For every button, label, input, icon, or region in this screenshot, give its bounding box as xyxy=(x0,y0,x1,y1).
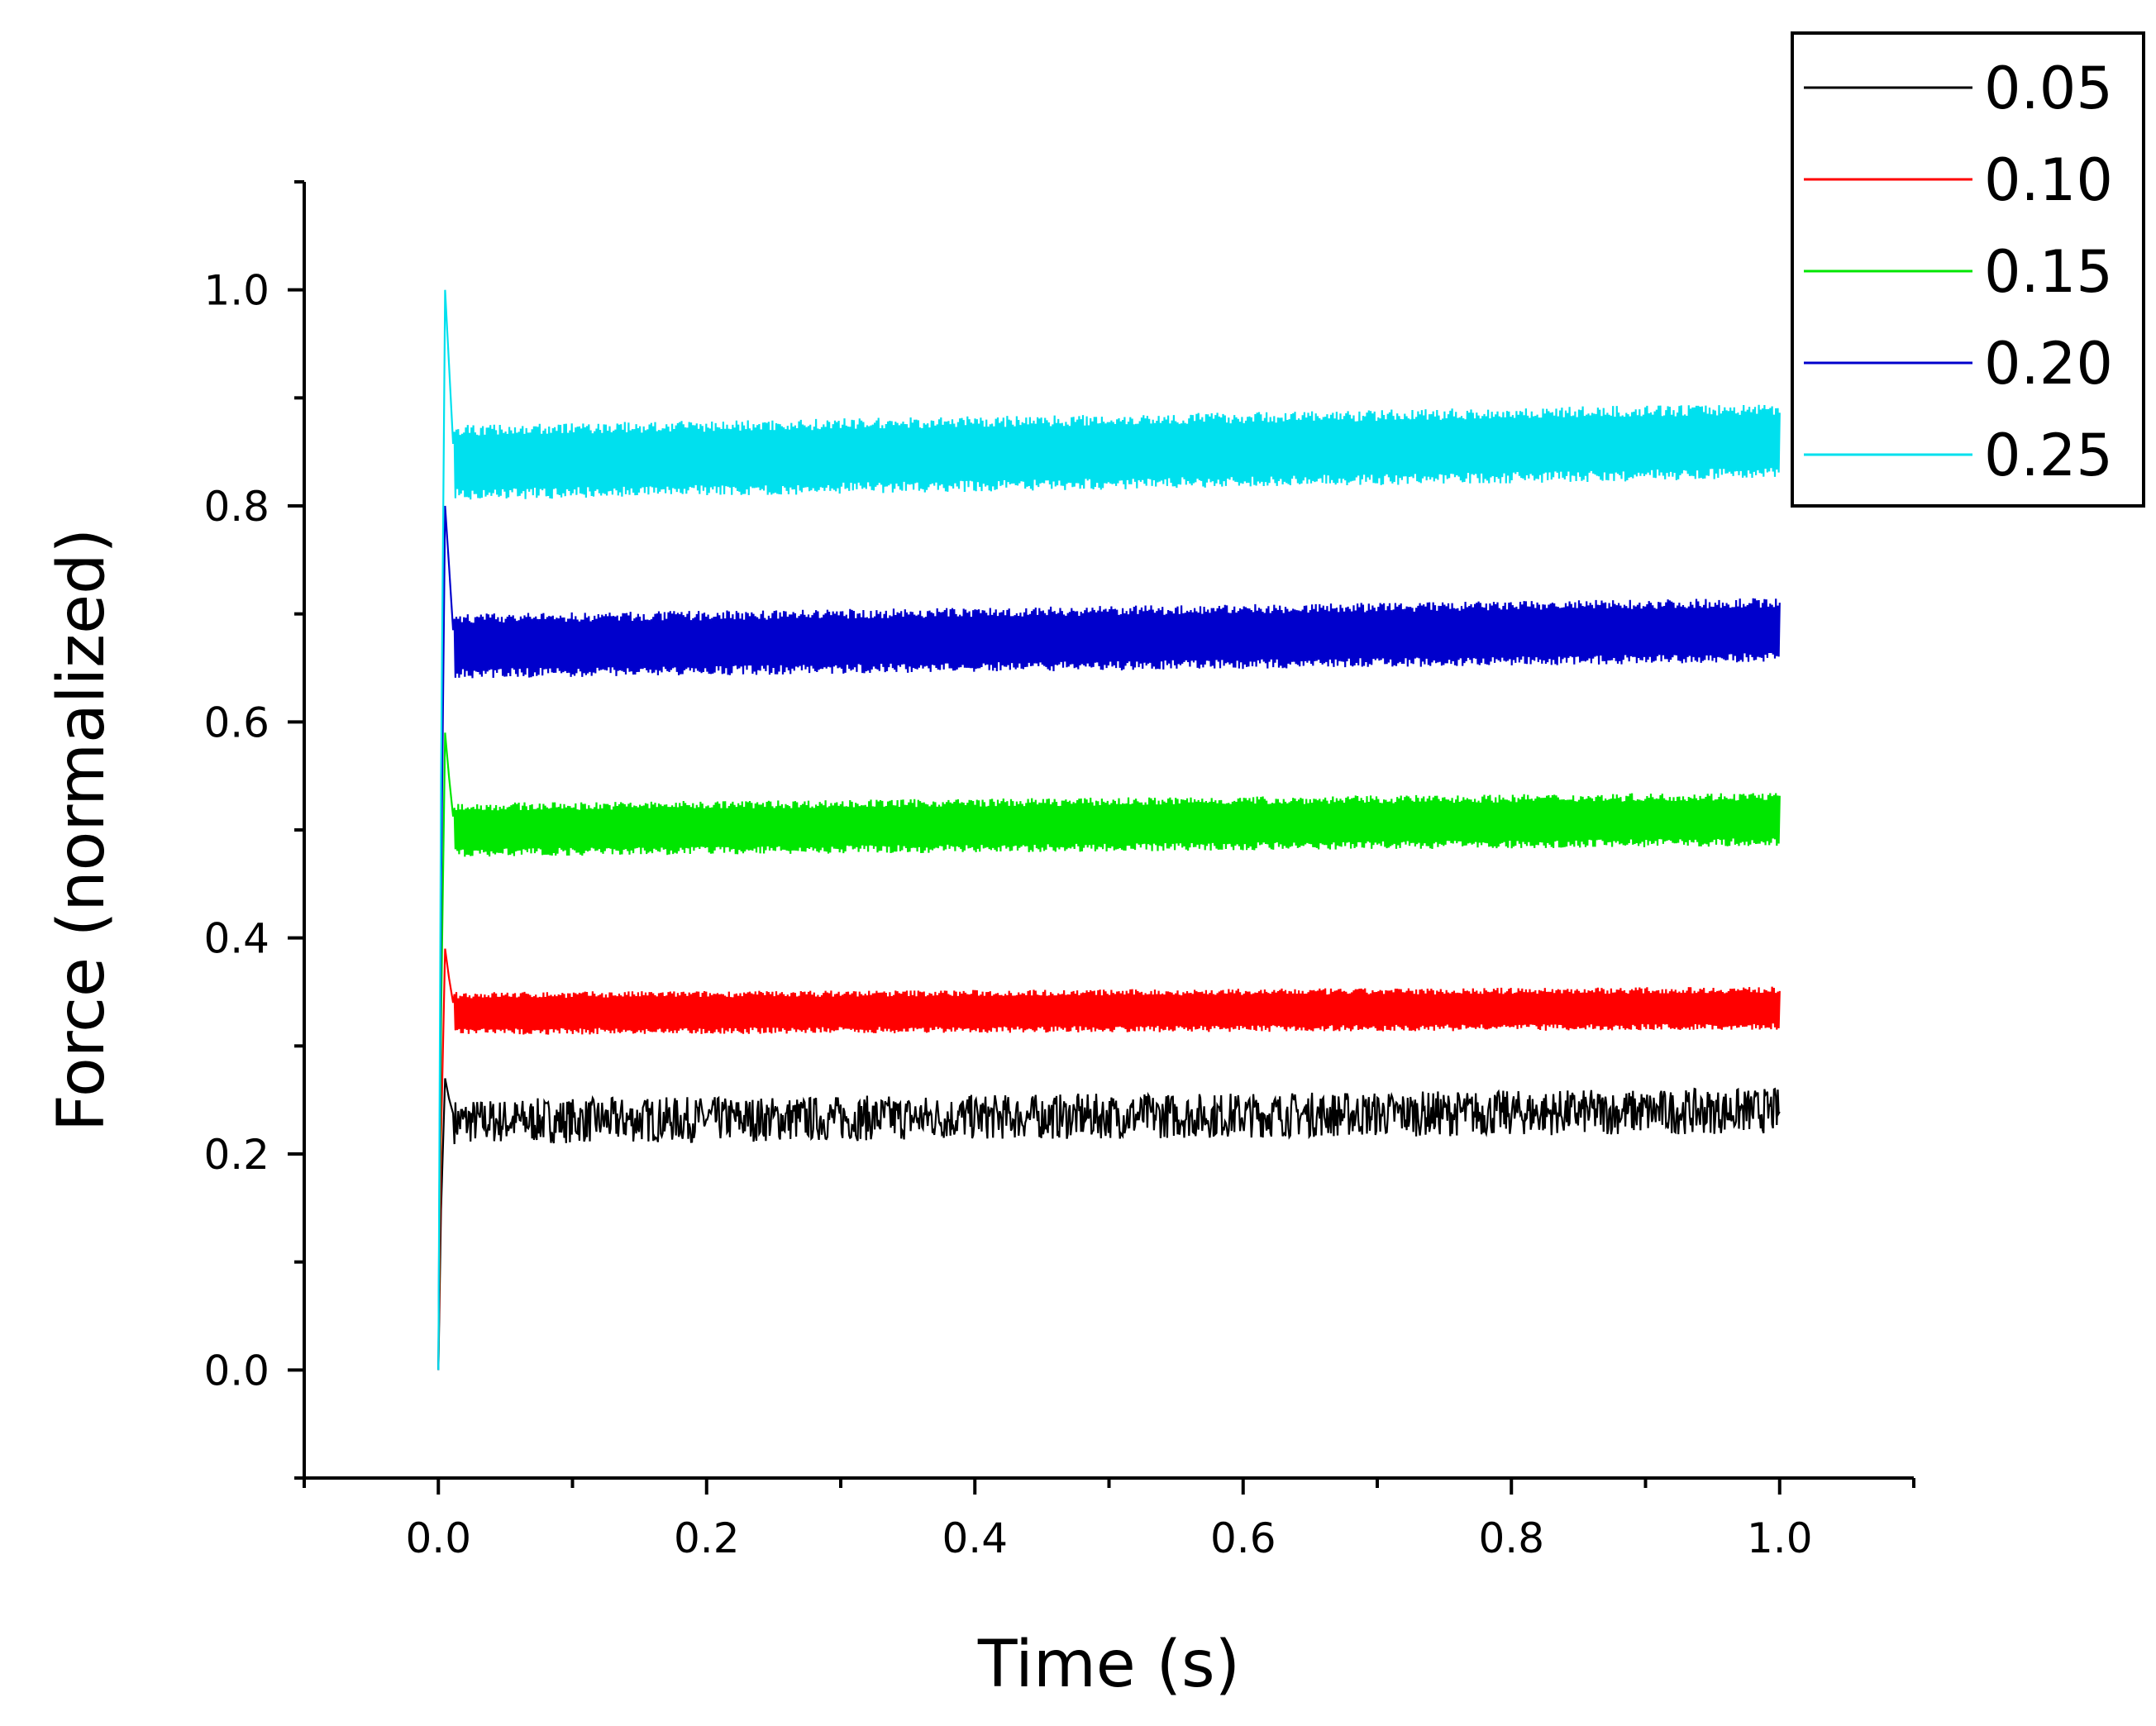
y-tick-label: 1.0 xyxy=(203,267,270,315)
x-tick-label: 0.6 xyxy=(1210,1514,1276,1562)
series-line-0.05 xyxy=(437,1078,1781,1371)
legend-label: 0.25 xyxy=(1984,422,2113,489)
x-tick-label: 0.0 xyxy=(405,1514,471,1562)
x-tick-label: 0.2 xyxy=(674,1514,740,1562)
legend-label: 0.10 xyxy=(1984,146,2113,214)
y-tick-label: 0.6 xyxy=(203,699,270,746)
y-axis-ticks: 0.0 0.2 0.4 0.6 0.8 1.0 xyxy=(203,180,304,1480)
series-line-0.10 xyxy=(437,948,1781,1371)
y-tick-label: 0.0 xyxy=(203,1347,270,1395)
legend: 0.05 0.10 0.15 0.20 0.25 xyxy=(1791,31,2145,508)
series-line-0.25 xyxy=(437,289,1781,1371)
y-axis-title: Force (normalized) xyxy=(45,528,119,1132)
legend-label: 0.15 xyxy=(1984,238,2113,306)
x-tick-label: 0.4 xyxy=(942,1514,1008,1562)
y-tick-label: 0.8 xyxy=(203,483,270,531)
legend-box xyxy=(1791,31,2145,508)
x-axis-ticks: 0.0 0.2 0.4 0.6 0.8 1.0 xyxy=(303,1478,1915,1562)
y-tick-label: 0.4 xyxy=(203,915,270,963)
y-tick-label: 0.2 xyxy=(203,1131,270,1179)
legend-label: 0.05 xyxy=(1984,55,2113,122)
series-line-0.15 xyxy=(437,732,1781,1371)
x-tick-label: 0.8 xyxy=(1478,1514,1544,1562)
series-lines xyxy=(437,289,1781,1371)
x-axis-title: Time (s) xyxy=(977,1628,1240,1702)
legend-label: 0.20 xyxy=(1984,330,2113,398)
x-tick-label: 1.0 xyxy=(1747,1514,1813,1562)
series-line-0.20 xyxy=(437,505,1781,1371)
